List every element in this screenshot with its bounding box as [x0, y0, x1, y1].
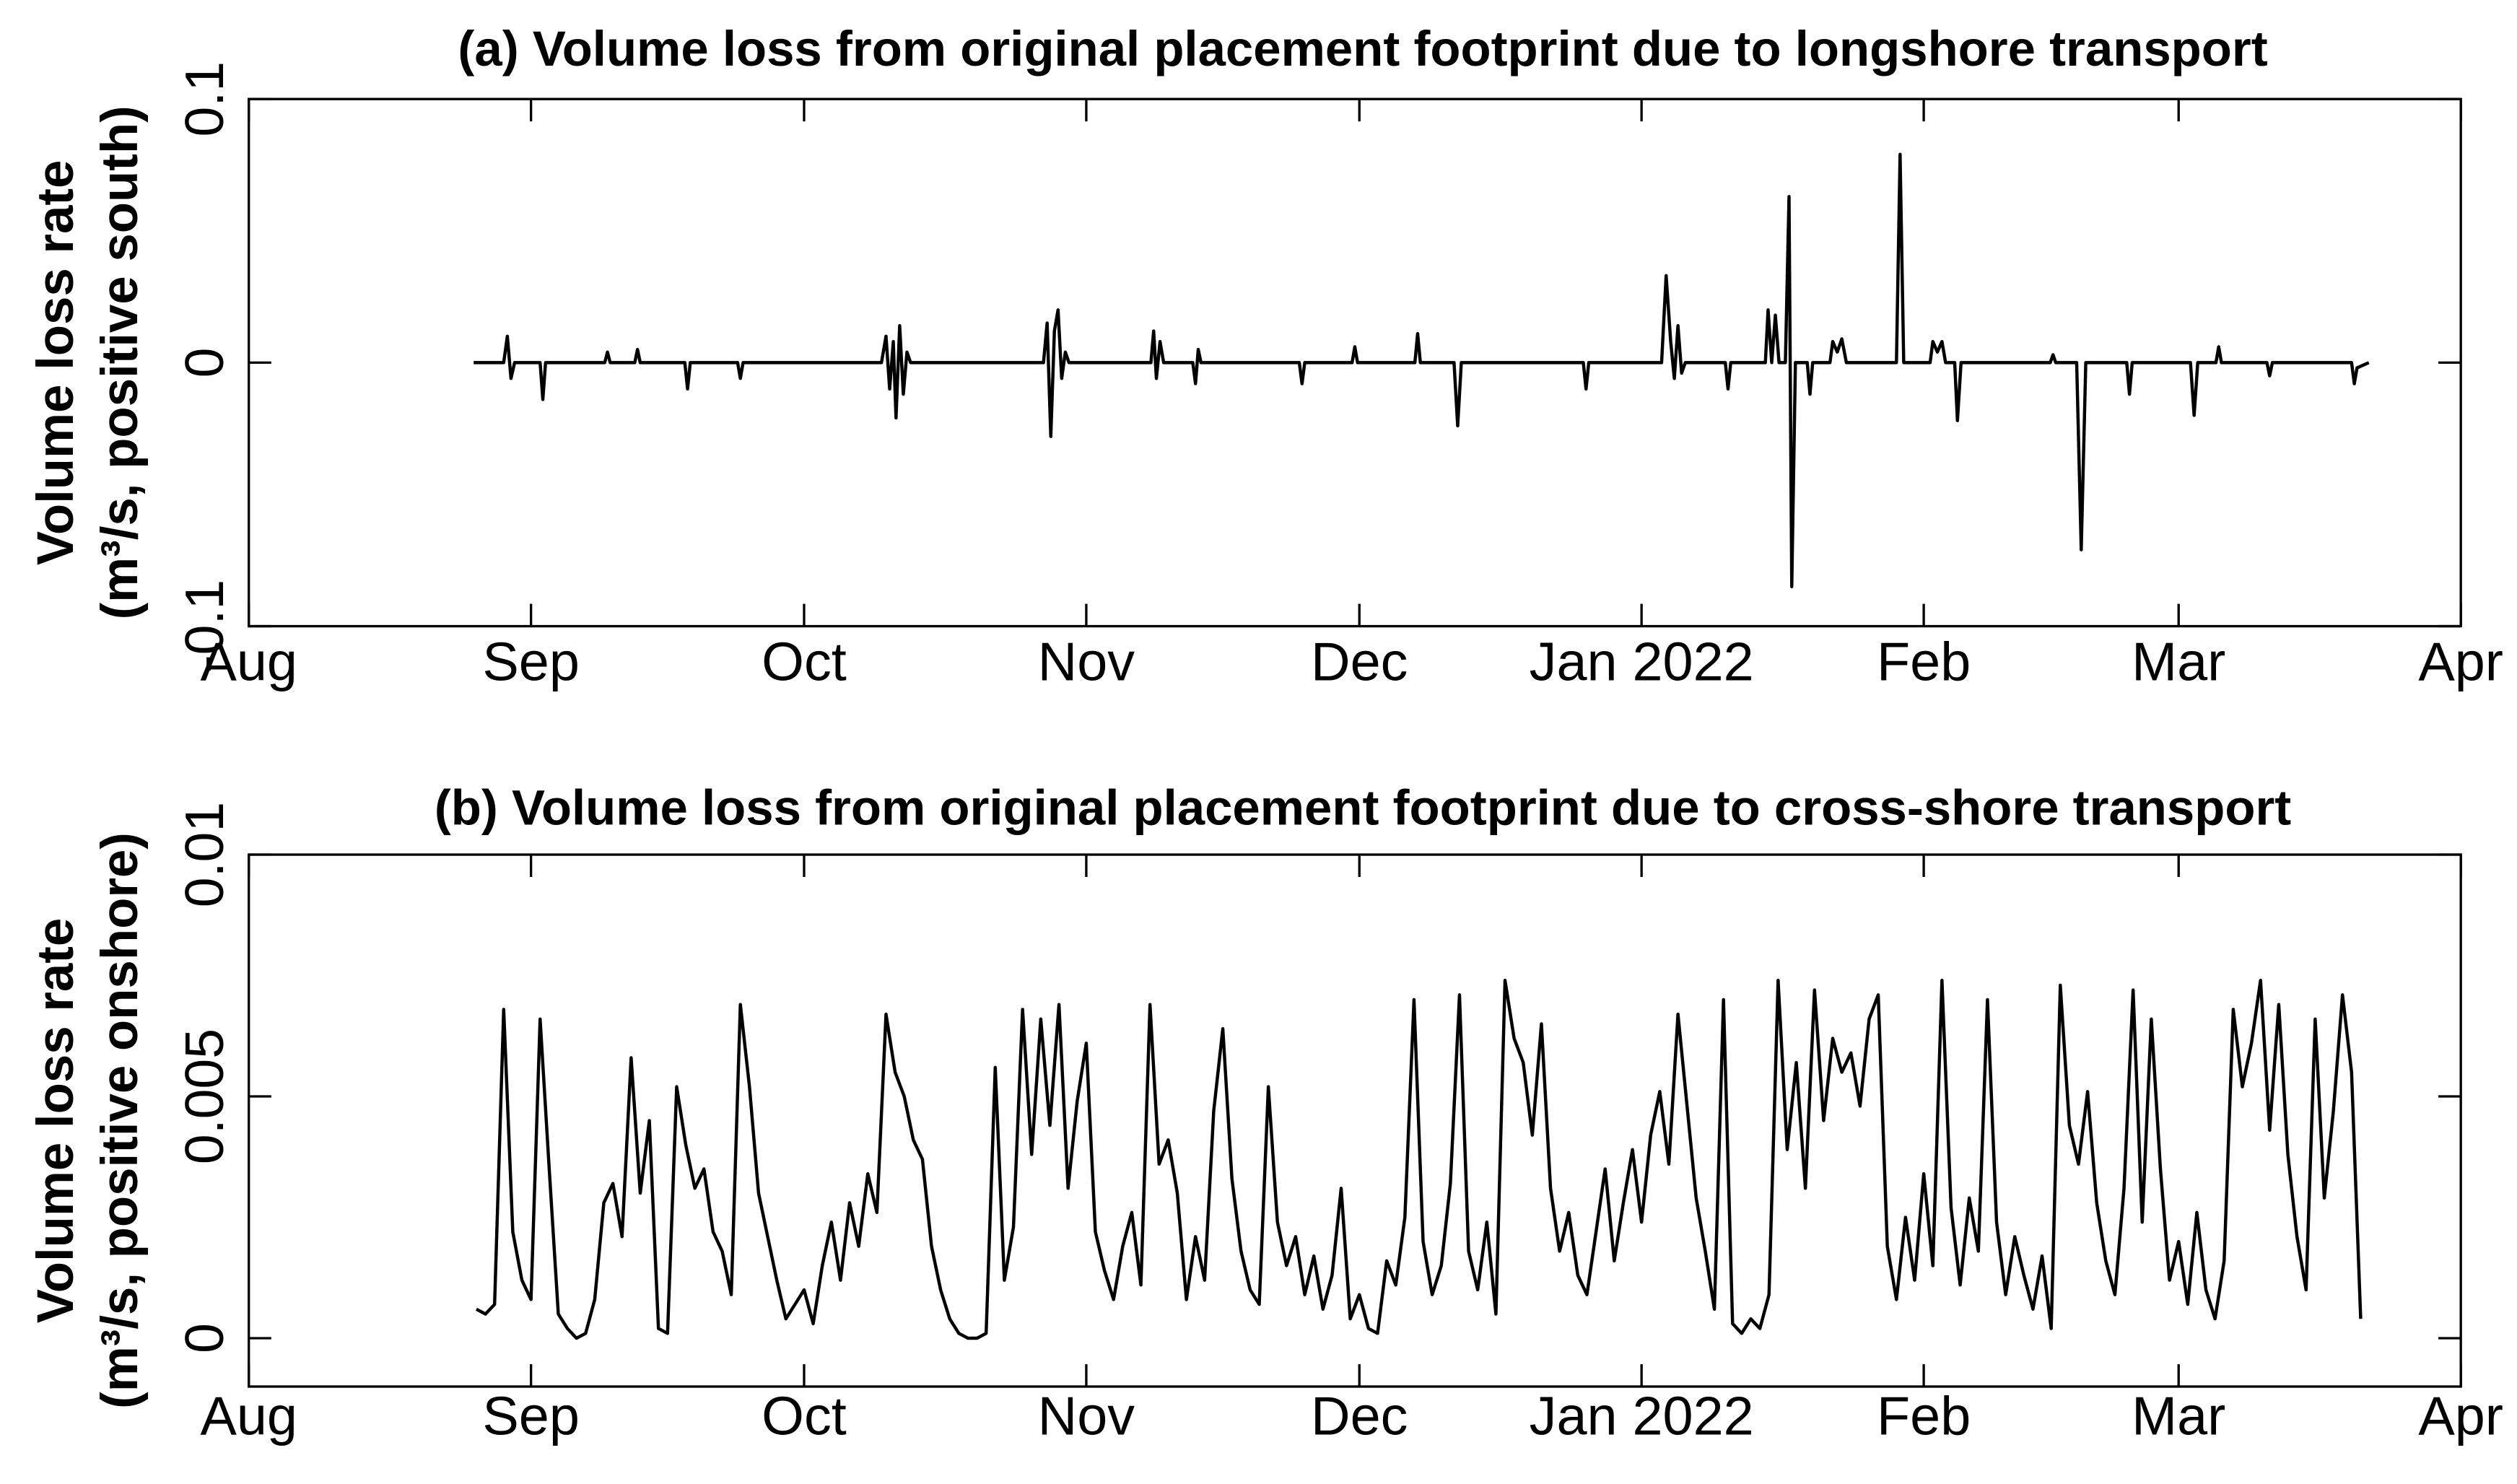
x-tick-label: Nov	[1038, 632, 1135, 692]
data-line	[475, 979, 2363, 1340]
chart-title: (b) Volume loss from original placement …	[435, 780, 2292, 836]
x-tick-label: Sep	[482, 632, 579, 692]
y-tick-label: 0	[174, 1323, 235, 1353]
y-tick-label: -0.1	[174, 580, 235, 673]
x-tick-label: Mar	[2132, 1386, 2225, 1446]
x-tick-label: Oct	[762, 632, 847, 692]
axes-frame	[248, 97, 2462, 628]
x-tick-label: Apr	[2418, 632, 2503, 692]
y-axis-label: Volume loss rate	[27, 918, 84, 1323]
x-tick-label: Dec	[1311, 632, 1408, 692]
x-tick-label: Jan 2022	[1530, 1386, 1754, 1446]
x-tick-label: Apr	[2418, 1386, 2503, 1446]
x-tick-label: Mar	[2132, 632, 2225, 692]
x-tick-label: Sep	[482, 1386, 579, 1446]
chart-title: (a) Volume loss from original placement …	[458, 21, 2267, 77]
y-axis-label: (m³/s, positive south)	[92, 105, 149, 619]
y-tick-label: 0	[174, 347, 235, 377]
x-tick-label: Dec	[1311, 1386, 1408, 1446]
y-tick-label: 0.1	[174, 61, 235, 137]
y-tick-label: 0.01	[174, 802, 235, 907]
y-axis-label: (m³/s, positive onshore)	[92, 832, 149, 1409]
x-tick-label: Aug	[200, 632, 297, 692]
data-line	[474, 152, 2370, 588]
y-tick-label: 0.005	[174, 1029, 235, 1164]
x-tick-label: Nov	[1038, 1386, 1135, 1446]
x-tick-label: Oct	[762, 1386, 847, 1446]
y-axis-label: Volume loss rate	[27, 160, 84, 565]
x-tick-label: Feb	[1877, 1386, 1971, 1446]
axes-frame	[248, 853, 2462, 1388]
x-tick-label: Jan 2022	[1530, 632, 1754, 692]
x-tick-label: Feb	[1877, 632, 1971, 692]
x-tick-label: Aug	[200, 1386, 297, 1446]
